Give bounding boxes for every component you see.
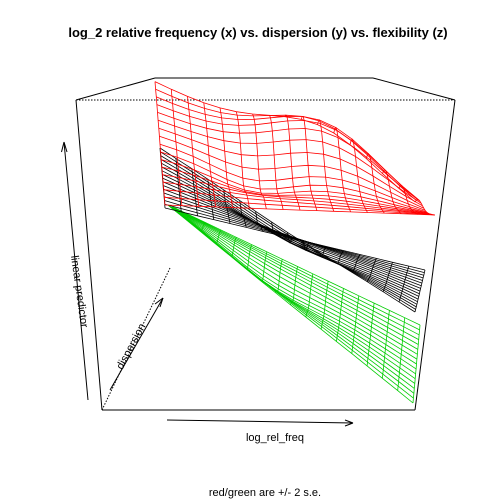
z-axis-arrowhead — [61, 141, 68, 153]
mesh-line — [172, 206, 419, 350]
mesh-line — [164, 196, 434, 216]
y-axis-label: dispersion — [114, 322, 148, 372]
mesh-line — [174, 207, 421, 326]
box-edge — [75, 99, 103, 411]
mesh-line — [382, 310, 390, 379]
mesh-line — [305, 273, 314, 318]
mesh-line — [414, 269, 426, 313]
mesh-line — [162, 174, 431, 215]
mesh-line — [162, 177, 421, 292]
mesh-line — [157, 119, 422, 204]
mesh-line — [414, 199, 436, 216]
z-axis-arrow — [63, 141, 89, 401]
mesh-line — [333, 126, 351, 213]
mesh-line — [171, 206, 417, 365]
mesh-line — [155, 88, 417, 201]
mesh-line — [173, 207, 419, 345]
mesh-line — [164, 203, 425, 273]
chart-title: log_2 relative frequency (x) vs. dispers… — [68, 25, 447, 40]
mesh-line — [317, 119, 335, 212]
mesh-line — [172, 206, 418, 355]
mesh-line — [382, 169, 402, 214]
mesh-line — [171, 206, 418, 360]
mesh-line — [161, 162, 418, 303]
box-edge — [75, 77, 156, 101]
x-axis-label: log_rel_freq — [246, 432, 304, 444]
mesh-line — [164, 204, 436, 216]
mesh-line — [170, 206, 416, 375]
mesh-line — [160, 151, 427, 213]
mesh-line — [163, 189, 433, 215]
mesh-line — [161, 159, 428, 214]
surface-fit — [159, 147, 426, 313]
mesh-line — [161, 170, 419, 297]
mesh-line — [160, 155, 417, 308]
surfaces — [154, 81, 436, 404]
mesh-line — [366, 303, 375, 366]
box-edge — [101, 267, 171, 411]
mesh-line — [336, 288, 344, 342]
y-axis-arrow — [109, 297, 164, 391]
mesh-line — [365, 153, 385, 214]
surface-upper — [154, 81, 436, 216]
mesh-line — [164, 207, 426, 271]
mesh-line — [366, 258, 377, 282]
box-edge — [372, 77, 456, 101]
surface-lower — [167, 204, 421, 404]
mesh-line — [398, 265, 410, 303]
mesh-line — [320, 281, 329, 330]
mesh-line — [173, 207, 419, 340]
z-axis-label: linear predictor — [68, 255, 90, 329]
mesh-line — [161, 166, 429, 214]
mesh-line — [300, 115, 318, 211]
x-axis-arrowhead — [344, 419, 354, 427]
mesh-line — [351, 295, 360, 354]
se-note: red/green are +/- 2 s.e. — [209, 487, 321, 499]
mesh-line — [164, 200, 424, 276]
mesh-line — [160, 159, 418, 305]
bounding-box — [75, 77, 456, 411]
mesh-line — [156, 96, 418, 200]
mesh-line — [174, 207, 420, 331]
mesh-line — [382, 262, 393, 292]
mesh-line — [173, 207, 420, 336]
axis-arrows — [61, 141, 354, 427]
mesh-line — [159, 143, 426, 211]
x-axis-arrow — [166, 419, 354, 424]
mesh-line — [397, 317, 406, 391]
mesh-line — [412, 324, 421, 404]
mesh-line — [349, 138, 368, 213]
mesh-line — [163, 181, 432, 215]
y-axis-arrowhead — [154, 297, 164, 308]
mesh-line — [398, 184, 419, 215]
box-edge — [414, 99, 456, 411]
